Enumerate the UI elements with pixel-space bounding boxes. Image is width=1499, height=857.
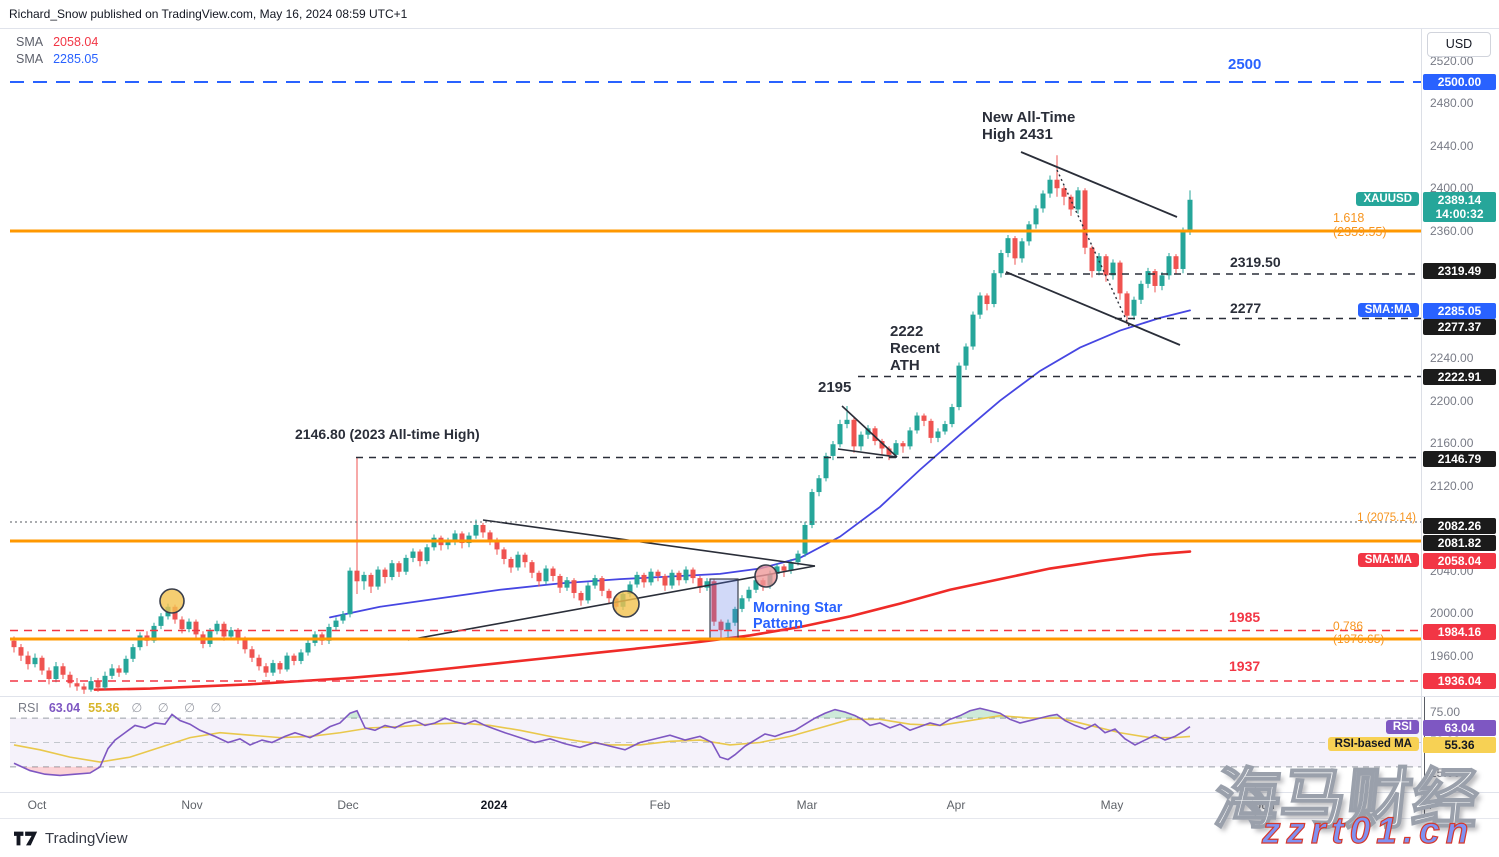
price-axis-tick: 1960.00 bbox=[1430, 649, 1474, 663]
price-badge: 1984.16 bbox=[1423, 624, 1496, 640]
candles-layer bbox=[11, 155, 1193, 694]
rsi-pane bbox=[10, 707, 1421, 777]
chart-annotation: 2277 bbox=[1230, 300, 1262, 316]
chart-annotation: 1985 bbox=[1229, 609, 1261, 625]
price-axis-tick: 2400.00 bbox=[1430, 181, 1474, 195]
price-badge: 2277.37 bbox=[1423, 319, 1496, 335]
price-badge: 55.36 bbox=[1423, 737, 1496, 753]
currency-selector-button[interactable]: USD bbox=[1427, 32, 1491, 57]
chart-annotation: 0.786 (1976.65) bbox=[1333, 619, 1385, 647]
pattern-circle-marker bbox=[754, 564, 778, 588]
rsi-hidden-values: ∅ ∅ ∅ ∅ bbox=[131, 701, 228, 715]
morning-star-highlight-box bbox=[709, 578, 739, 640]
price-badge: 2082.26 bbox=[1423, 518, 1496, 534]
sma-blue-value: 2285.05 bbox=[53, 52, 99, 66]
watermark-url: zzrt01.cn bbox=[1261, 809, 1475, 851]
pane-divider[interactable] bbox=[0, 696, 1499, 697]
time-axis-label: Nov bbox=[181, 798, 203, 812]
time-axis-label: Feb bbox=[649, 798, 671, 812]
price-badge: 2500.00 bbox=[1423, 74, 1496, 90]
price-badge: 2389.14 14:00:32 bbox=[1423, 192, 1496, 222]
time-axis-label: Mar bbox=[796, 798, 818, 812]
tradingview-logo[interactable]: TradingView bbox=[14, 830, 128, 847]
xaxis-divider bbox=[0, 792, 1499, 793]
chart-annotation: 2319.50 bbox=[1230, 254, 1281, 270]
pattern-circle-marker bbox=[159, 588, 185, 614]
chart-annotation: Morning Star Pattern bbox=[753, 600, 843, 633]
time-axis-label: Apr bbox=[946, 798, 966, 812]
price-axis-tick: 2480.00 bbox=[1430, 96, 1474, 110]
sma-red-line bbox=[93, 550, 1192, 691]
sma-blue bbox=[329, 309, 1191, 619]
price-badge: 63.04 bbox=[1423, 720, 1496, 736]
price-axis-tick: 2240.00 bbox=[1430, 351, 1474, 365]
legend-sma-blue: SMA 2285.05 bbox=[16, 52, 99, 66]
future-gridline bbox=[1424, 697, 1425, 814]
series-label-chip: RSI-based MA bbox=[1327, 737, 1419, 751]
chart-annotation: 1.618 (2359.55) bbox=[1333, 211, 1387, 239]
time-axis-label: Jun bbox=[1255, 798, 1275, 812]
price-axis-tick: 2520.00 bbox=[1430, 54, 1474, 68]
footer-bar: TradingView bbox=[0, 818, 1499, 857]
time-axis-label: Dec bbox=[337, 798, 359, 812]
price-axis-tick: 2000.00 bbox=[1430, 606, 1474, 620]
chart-annotation: 2146.80 (2023 All-time High) bbox=[295, 426, 480, 442]
price-axis-border[interactable] bbox=[1421, 28, 1422, 818]
rsi-value: 63.04 bbox=[48, 701, 81, 715]
time-axis-label: May bbox=[1100, 798, 1124, 812]
tradingview-logo-text: TradingView bbox=[45, 830, 128, 847]
chart-annotation: New All-Time High 2431 bbox=[982, 109, 1076, 143]
price-axis-tick: 2440.00 bbox=[1430, 139, 1474, 153]
chart-annotation: 1 (2075.14) bbox=[1357, 512, 1416, 524]
tradingview-logo-icon bbox=[14, 831, 38, 846]
price-axis-tick: 2360.00 bbox=[1430, 224, 1474, 238]
time-axis-label: Jul bbox=[1416, 798, 1432, 812]
pattern-circle-marker bbox=[612, 590, 640, 618]
rsi-ma-value: 55.36 bbox=[88, 701, 120, 715]
price-axis-tick: 2160.00 bbox=[1430, 436, 1474, 450]
sma-blue-line bbox=[329, 309, 1191, 619]
indicator-legend[interactable]: SMA 2058.04 SMA 2285.05 bbox=[16, 34, 98, 68]
rsi-legend: RSI 63.04 55.36 ∅ ∅ ∅ ∅ bbox=[18, 701, 228, 715]
series-label-chip: RSI bbox=[1385, 720, 1419, 734]
chart-annotation: 2195 bbox=[818, 379, 852, 396]
price-axis-tick: 2120.00 bbox=[1430, 479, 1474, 493]
series-label-chip: XAUUSD bbox=[1356, 192, 1419, 206]
chart-annotation: 2500 bbox=[1228, 56, 1262, 73]
drawn-shapes bbox=[159, 151, 1181, 641]
sma-red-value: 2058.04 bbox=[53, 35, 99, 49]
chart-annotation: 2222 Recent ATH bbox=[890, 323, 941, 374]
price-axis-tick: 2200.00 bbox=[1430, 394, 1474, 408]
series-label-chip: SMA:MA bbox=[1357, 303, 1419, 317]
rsi-axis-tick: 75.00 bbox=[1430, 705, 1461, 719]
sma-red bbox=[93, 550, 1192, 691]
legend-sma-red: SMA 2058.04 bbox=[16, 35, 99, 49]
chart-annotation: 1937 bbox=[1229, 658, 1261, 674]
price-badge: 2319.49 bbox=[1423, 263, 1496, 279]
price-badge: 2058.04 bbox=[1423, 553, 1496, 569]
rsi-axis-tick: 25.00 bbox=[1430, 766, 1461, 780]
price-badge: 2222.91 bbox=[1423, 369, 1496, 385]
price-badge: 2146.79 bbox=[1423, 451, 1496, 467]
time-axis-label: 2024 bbox=[480, 798, 508, 812]
rsi-line bbox=[13, 707, 1191, 777]
header-bar: Richard_Snow published on TradingView.co… bbox=[0, 0, 1499, 29]
publish-title: Richard_Snow published on TradingView.co… bbox=[9, 7, 408, 21]
price-badge: 2285.05 bbox=[1423, 303, 1496, 319]
price-badge: 1936.04 bbox=[1423, 673, 1496, 689]
price-badge: 2081.82 bbox=[1423, 535, 1496, 551]
level-lines bbox=[10, 81, 1421, 682]
series-label-chip: SMA:MA bbox=[1357, 553, 1419, 567]
time-axis-label: Oct bbox=[27, 798, 47, 812]
